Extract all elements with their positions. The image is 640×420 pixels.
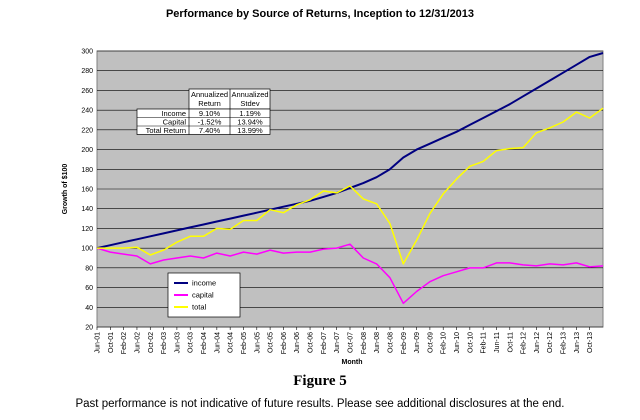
y-tick-label: 200 bbox=[81, 147, 93, 154]
stats-stdev: 13.94% bbox=[237, 117, 263, 126]
y-tick-label: 80 bbox=[85, 265, 93, 272]
x-tick-label: Jun-12 bbox=[534, 332, 541, 354]
x-tick-label: Jun-06 bbox=[294, 332, 301, 354]
y-tick-label: 40 bbox=[85, 305, 93, 312]
x-tick-label: Jun-02 bbox=[134, 332, 141, 354]
x-tick-label: Oct-09 bbox=[427, 332, 434, 353]
y-tick-labels: 20 40 60 80 100 120 140 160 180 200 220 240 260 280 30… bbox=[81, 49, 93, 332]
x-tick-label: Jun-11 bbox=[494, 332, 501, 353]
y-axis-title: Growth of $100 bbox=[62, 164, 69, 215]
y-tick-label: 160 bbox=[81, 187, 93, 194]
figure-caption: Figure 5 bbox=[293, 373, 347, 389]
stats-row-label: Income bbox=[161, 109, 186, 118]
x-tick-label: Feb-02 bbox=[121, 332, 128, 354]
y-tick-label: 220 bbox=[81, 127, 93, 134]
x-tick-label: Oct-07 bbox=[348, 332, 355, 353]
stats-header: Annualized bbox=[231, 90, 268, 99]
x-tick-label: Feb-12 bbox=[521, 332, 528, 354]
y-tick-label: 120 bbox=[81, 226, 93, 233]
stats-return: -1.52% bbox=[198, 117, 222, 126]
y-tick-label: 100 bbox=[81, 246, 93, 253]
x-axis-title: Month bbox=[342, 359, 363, 366]
x-tick-label: Oct-11 bbox=[507, 332, 514, 353]
stats-row-label: Total Return bbox=[146, 126, 186, 135]
x-tick-label: Feb-05 bbox=[241, 332, 248, 354]
stats-stdev: 1.19% bbox=[239, 109, 261, 118]
y-tick-label: 300 bbox=[81, 49, 93, 56]
legend: income capital total bbox=[167, 272, 241, 318]
x-tick-label: Jun-04 bbox=[214, 332, 221, 354]
legend-label-total: total bbox=[192, 303, 207, 312]
x-tick-label: Oct-10 bbox=[467, 332, 474, 353]
x-tick-label: Oct-08 bbox=[387, 332, 394, 353]
x-tick-label: Feb-06 bbox=[281, 332, 288, 354]
x-tick-label: Oct-02 bbox=[148, 332, 155, 353]
x-tick-label: Feb-10 bbox=[441, 332, 448, 354]
x-tick-label: Oct-05 bbox=[268, 332, 275, 353]
x-tick-label: Jun-09 bbox=[414, 332, 421, 354]
x-tick-label: Jun-07 bbox=[334, 332, 341, 354]
y-tick-label: 280 bbox=[81, 68, 93, 75]
x-tick-label: Oct-13 bbox=[587, 332, 594, 353]
x-tick-label: Oct-04 bbox=[228, 332, 235, 353]
x-tick-label: Feb-09 bbox=[401, 332, 408, 354]
legend-label-income: income bbox=[192, 279, 216, 288]
series-line-income bbox=[96, 52, 604, 250]
x-tick-label: Oct-03 bbox=[188, 332, 195, 353]
y-tick-label: 180 bbox=[81, 167, 93, 174]
line-chart: 20 40 60 80 100 120 140 160 180 200 220 240 260 280 30… bbox=[62, 49, 604, 366]
y-tick-label: 60 bbox=[85, 285, 93, 292]
series-line-total bbox=[97, 107, 604, 265]
stats-return: 9.10% bbox=[199, 109, 221, 118]
x-tick-label: Jun-01 bbox=[95, 332, 102, 354]
x-tick-label: Oct-06 bbox=[308, 332, 315, 353]
x-tick-label: Jun-08 bbox=[374, 332, 381, 354]
stats-row-label: Capital bbox=[163, 117, 187, 126]
y-tick-label: 20 bbox=[85, 325, 93, 332]
x-tick-label: Jun-10 bbox=[454, 332, 461, 354]
x-tick-label: Oct-01 bbox=[108, 332, 115, 353]
stats-header: Return bbox=[198, 99, 221, 108]
y-tick-label: 240 bbox=[81, 108, 93, 115]
y-tick-label: 260 bbox=[81, 88, 93, 95]
x-tick-label: Feb-07 bbox=[321, 332, 328, 354]
chart-title: Performance by Source of Returns, Incept… bbox=[165, 8, 475, 20]
legend-label-capital: capital bbox=[192, 291, 214, 300]
series-lines bbox=[96, 52, 604, 305]
x-tick-label: Feb-08 bbox=[361, 332, 368, 354]
x-tick-label: Feb-03 bbox=[161, 332, 168, 354]
stats-return: 7.40% bbox=[199, 126, 221, 135]
x-tick-label: Feb-13 bbox=[561, 332, 568, 354]
stats-header: Stdev bbox=[240, 99, 259, 108]
disclosure-text: Past performance is not indicative of fu… bbox=[75, 398, 565, 410]
x-tick-labels: Jun-01 Oct-01 Feb-02 Jun-02 Oct-02 Feb-03 Jun-… bbox=[95, 327, 594, 354]
series-line-capital bbox=[96, 243, 604, 305]
y-tick-label: 140 bbox=[81, 206, 93, 213]
x-tick-label: Jun-03 bbox=[174, 332, 181, 354]
x-tick-label: Oct-12 bbox=[547, 332, 554, 353]
x-tick-label: Jun-13 bbox=[574, 332, 581, 354]
x-tick-label: Feb-04 bbox=[201, 332, 208, 354]
stats-stdev: 13.99% bbox=[237, 126, 263, 135]
stats-header: Annualized bbox=[191, 90, 228, 99]
x-tick-label: Jun-05 bbox=[254, 332, 261, 354]
x-tick-label: Feb-11 bbox=[481, 332, 488, 354]
